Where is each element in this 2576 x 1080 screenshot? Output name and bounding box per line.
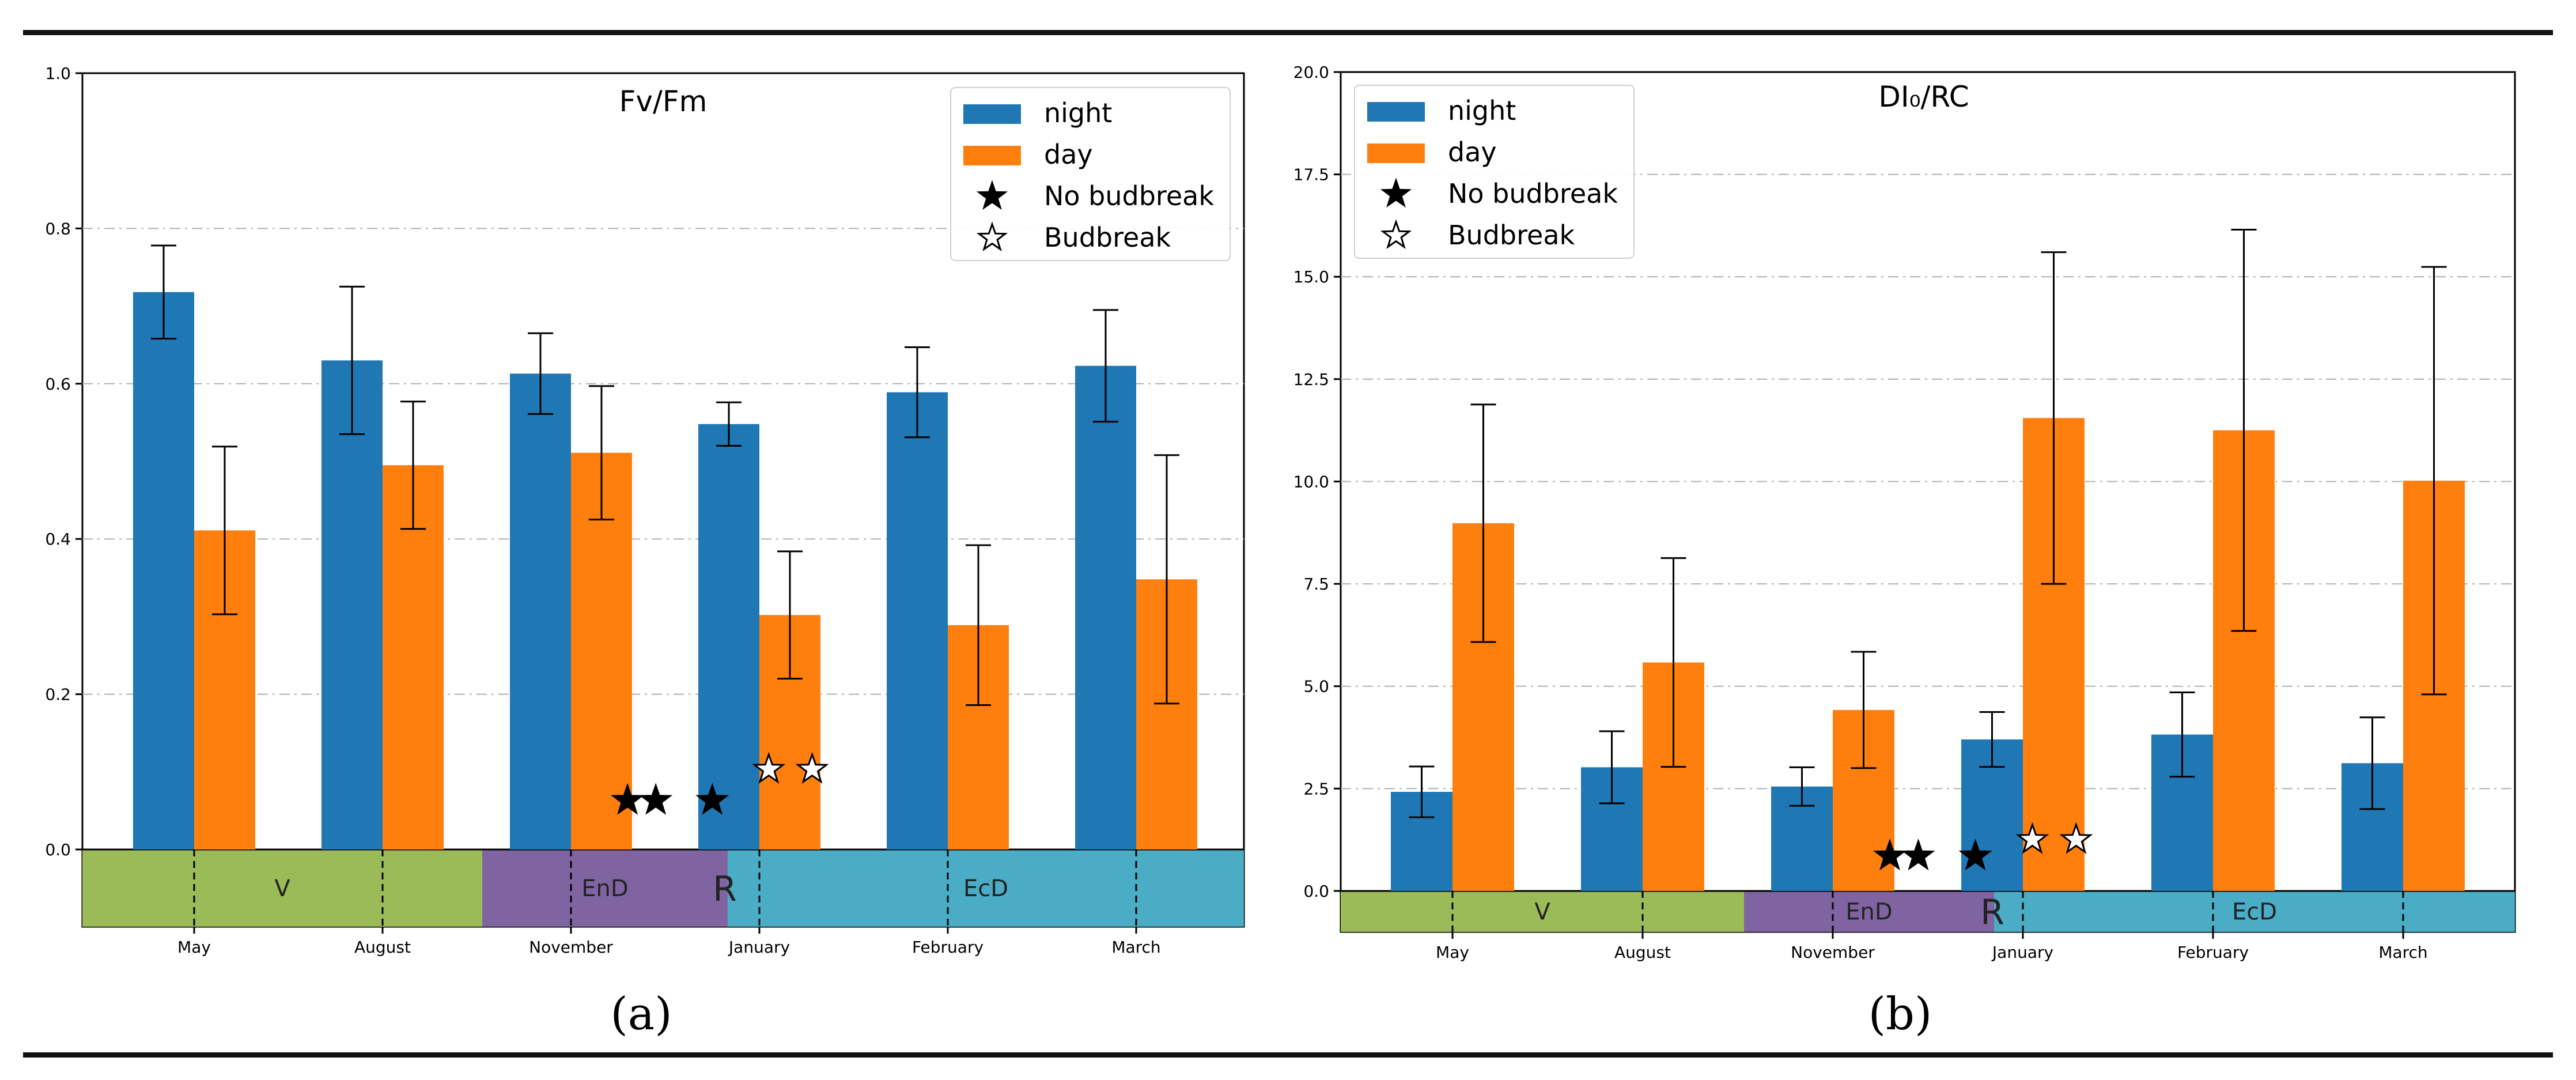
- star-filled-icon: [695, 783, 729, 815]
- phase-label-ecd: EcD: [963, 875, 1008, 902]
- star-outline-icon: [795, 752, 829, 784]
- phase-label-r: R: [1980, 892, 2004, 932]
- panel-a-fv-fm: 0.0 0.2 0.4 0.6 0.8 1.0 V EnD EcD R May August Novem…: [45, 64, 1245, 957]
- legend-swatch-day: [963, 146, 1021, 165]
- phase-band-ecd: [1994, 890, 2515, 932]
- legend-swatch-night: [1367, 102, 1425, 122]
- phase-label-end: EnD: [1845, 898, 1892, 925]
- star-filled-icon: [1958, 839, 1992, 871]
- x-tick-label-august: August: [354, 938, 411, 957]
- legend-label: Budbreak: [1448, 220, 1575, 251]
- subfigure-label-b: (b): [1868, 988, 1932, 1040]
- bar-night-january: [698, 424, 759, 849]
- x-tick-label-february: February: [2177, 943, 2249, 962]
- bar-night-august: [321, 360, 383, 849]
- x-tick-label-february: February: [912, 938, 984, 957]
- bar-night-november: [510, 373, 571, 849]
- phase-band-v: [1341, 890, 1744, 932]
- x-tick-label-march: March: [1111, 938, 1160, 957]
- phase-label-v: V: [1534, 898, 1550, 925]
- star-outline-icon: [2015, 822, 2049, 854]
- phase-band-ecd: [728, 849, 1244, 927]
- panel-b-di0-rc: 0.0 2.5 5.0 7.5 10.0 12.5 15.0 17.5 20.0 V EnD EcD R…: [1293, 63, 2516, 962]
- star-outline-icon: [752, 752, 786, 784]
- y-tick-label: 0.4: [45, 530, 71, 549]
- bar-night-may: [133, 292, 194, 849]
- x-tick-label-january: January: [728, 938, 790, 957]
- y-tick-label: 0.6: [45, 375, 71, 394]
- legend-swatch-night: [963, 104, 1021, 124]
- legend-label: day: [1044, 139, 1093, 170]
- legend-swatch-day: [1367, 144, 1425, 163]
- subfigure-label-a: (a): [610, 988, 672, 1040]
- star-outline-icon: [2059, 822, 2093, 854]
- y-tick-label: 20.0: [1293, 63, 1329, 82]
- legend-label: No budbreak: [1448, 178, 1618, 209]
- y-tick-label: 0.8: [45, 219, 71, 238]
- y-tick-label: 7.5: [1303, 575, 1329, 594]
- star-outline-icon: [1380, 219, 1412, 250]
- y-tick-label: 0.2: [45, 685, 71, 704]
- y-tick-label: 0.0: [1303, 882, 1329, 901]
- y-tick-label: 12.5: [1293, 370, 1329, 389]
- bottom-rule: [23, 1052, 2553, 1058]
- phase-band-v: [82, 849, 482, 927]
- y-tick-label: 10.0: [1293, 472, 1329, 491]
- y-tick-label: 2.5: [1303, 779, 1329, 798]
- phase-band-end: [482, 849, 728, 927]
- chart-title: Fv/Fm: [619, 85, 708, 118]
- y-tick-label: 17.5: [1293, 165, 1329, 184]
- legend-label: day: [1448, 137, 1497, 168]
- phase-label-ecd: EcD: [2232, 898, 2277, 925]
- legend-label: night: [1448, 95, 1516, 126]
- star-filled-icon: [1380, 178, 1412, 208]
- star-filled-icon: [611, 783, 645, 815]
- bar-night-march: [1075, 365, 1136, 849]
- x-tick-label-november: November: [1791, 943, 1875, 962]
- star-outline-icon: [976, 221, 1008, 252]
- star-filled-icon: [1901, 839, 1935, 871]
- y-tick-label: 5.0: [1303, 677, 1329, 696]
- legend-box: [950, 87, 1231, 261]
- x-tick-label-may: May: [177, 938, 211, 957]
- y-tick-label: 0.0: [45, 840, 71, 859]
- phase-band-end: [1744, 890, 1994, 932]
- phase-label-r: R: [713, 869, 737, 909]
- legend-label: Budbreak: [1044, 222, 1171, 253]
- top-rule: [23, 30, 2553, 35]
- x-tick-label-august: August: [1614, 943, 1671, 962]
- phase-label-end: EnD: [581, 875, 628, 902]
- x-tick-label-january: January: [1991, 943, 2053, 962]
- star-filled-icon: [976, 180, 1008, 210]
- legend-label: No budbreak: [1044, 180, 1214, 212]
- phase-label-v: V: [274, 875, 290, 902]
- y-tick-label: 1.0: [45, 64, 71, 83]
- bar-night-february: [887, 392, 948, 849]
- star-filled-icon: [639, 783, 673, 815]
- x-tick-label-may: May: [1436, 943, 1469, 962]
- chart-title: DI₀/RC: [1878, 80, 1969, 114]
- x-tick-label-november: November: [529, 938, 613, 957]
- star-filled-icon: [1873, 839, 1907, 871]
- legend-label: night: [1044, 97, 1112, 129]
- y-tick-label: 15.0: [1293, 267, 1329, 286]
- x-tick-label-march: March: [2378, 943, 2427, 962]
- legend-box: [1354, 85, 1635, 259]
